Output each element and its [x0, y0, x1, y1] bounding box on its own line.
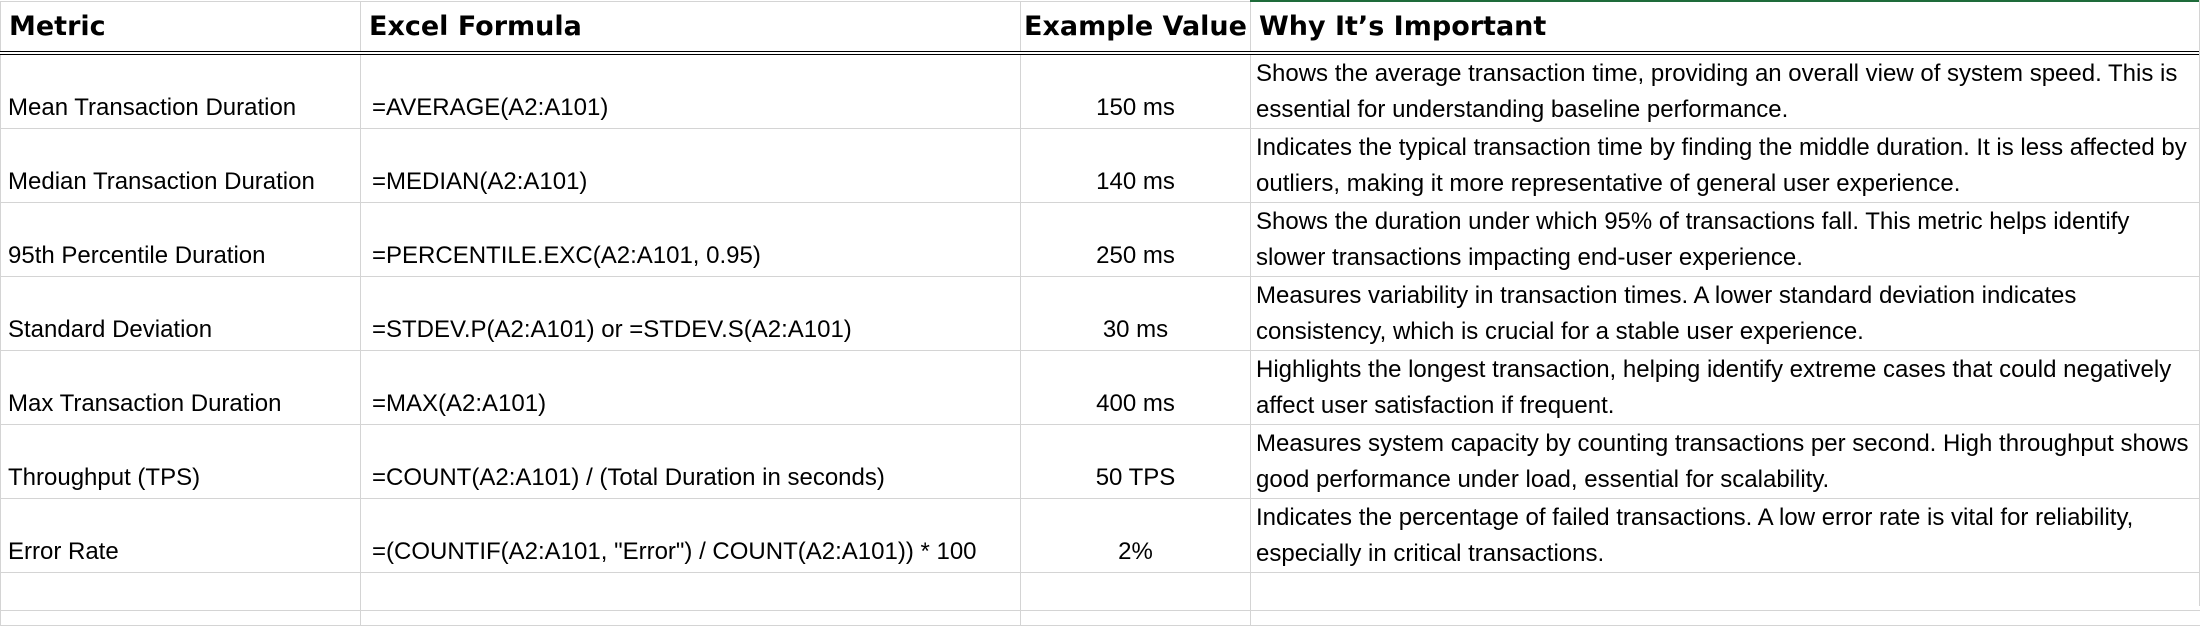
table-row: Median Transaction Duration =MEDIAN(A2:A… [1, 129, 2200, 203]
formula-cell[interactable]: =MAX(A2:A101) [361, 351, 1021, 425]
why-cell[interactable]: Shows the average transaction time, prov… [1251, 53, 2200, 129]
formula-cell[interactable]: =(COUNTIF(A2:A101, "Error") / COUNT(A2:A… [361, 499, 1021, 573]
value-cell[interactable]: 150 ms [1021, 53, 1251, 129]
table-row: Standard Deviation =STDEV.P(A2:A101) or … [1, 277, 2200, 351]
empty-row [1, 573, 2200, 611]
table-row: Throughput (TPS) =COUNT(A2:A101) / (Tota… [1, 425, 2200, 499]
value-cell[interactable]: 400 ms [1021, 351, 1251, 425]
formula-cell[interactable]: =COUNT(A2:A101) / (Total Duration in sec… [361, 425, 1021, 499]
value-cell[interactable]: 2% [1021, 499, 1251, 573]
why-cell[interactable]: Indicates the percentage of failed trans… [1251, 499, 2200, 573]
formula-cell[interactable]: =PERCENTILE.EXC(A2:A101, 0.95) [361, 203, 1021, 277]
empty-cell[interactable] [361, 573, 1021, 611]
empty-row [1, 611, 2200, 626]
why-cell[interactable]: Measures variability in transaction time… [1251, 277, 2200, 351]
why-cell[interactable]: Highlights the longest transaction, help… [1251, 351, 2200, 425]
formula-cell[interactable]: =STDEV.P(A2:A101) or =STDEV.S(A2:A101) [361, 277, 1021, 351]
metric-cell[interactable]: Mean Transaction Duration [1, 53, 361, 129]
spreadsheet-grid: Metric Excel Formula Example Value Why I… [0, 0, 2200, 606]
formula-cell[interactable]: =MEDIAN(A2:A101) [361, 129, 1021, 203]
formula-cell[interactable]: =AVERAGE(A2:A101) [361, 53, 1021, 129]
metric-cell[interactable]: Standard Deviation [1, 277, 361, 351]
value-cell[interactable]: 140 ms [1021, 129, 1251, 203]
metric-cell[interactable]: Median Transaction Duration [1, 129, 361, 203]
metric-cell[interactable]: Throughput (TPS) [1, 425, 361, 499]
table-row: Mean Transaction Duration =AVERAGE(A2:A1… [1, 53, 2200, 129]
empty-cell[interactable] [1021, 611, 1251, 626]
table-row: 95th Percentile Duration =PERCENTILE.EXC… [1, 203, 2200, 277]
header-cell-value[interactable]: Example Value [1021, 1, 1251, 53]
header-cell-metric[interactable]: Metric [1, 1, 361, 53]
value-cell[interactable]: 50 TPS [1021, 425, 1251, 499]
why-cell[interactable]: Indicates the typical transaction time b… [1251, 129, 2200, 203]
empty-cell[interactable] [1, 611, 361, 626]
value-cell[interactable]: 30 ms [1021, 277, 1251, 351]
value-cell[interactable]: 250 ms [1021, 203, 1251, 277]
header-cell-why[interactable]: Why It’s Important [1251, 1, 2200, 53]
empty-cell[interactable] [361, 611, 1021, 626]
why-cell[interactable]: Measures system capacity by counting tra… [1251, 425, 2200, 499]
metric-cell[interactable]: Max Transaction Duration [1, 351, 361, 425]
metric-cell[interactable]: 95th Percentile Duration [1, 203, 361, 277]
header-cell-formula[interactable]: Excel Formula [361, 1, 1021, 53]
empty-cell[interactable] [1251, 573, 2200, 611]
metric-cell[interactable]: Error Rate [1, 499, 361, 573]
why-cell[interactable]: Shows the duration under which 95% of tr… [1251, 203, 2200, 277]
table-row: Max Transaction Duration =MAX(A2:A101) 4… [1, 351, 2200, 425]
table-row: Error Rate =(COUNTIF(A2:A101, "Error") /… [1, 499, 2200, 573]
header-row: Metric Excel Formula Example Value Why I… [1, 1, 2200, 53]
empty-cell[interactable] [1251, 611, 2200, 626]
empty-cell[interactable] [1, 573, 361, 611]
empty-cell[interactable] [1021, 573, 1251, 611]
